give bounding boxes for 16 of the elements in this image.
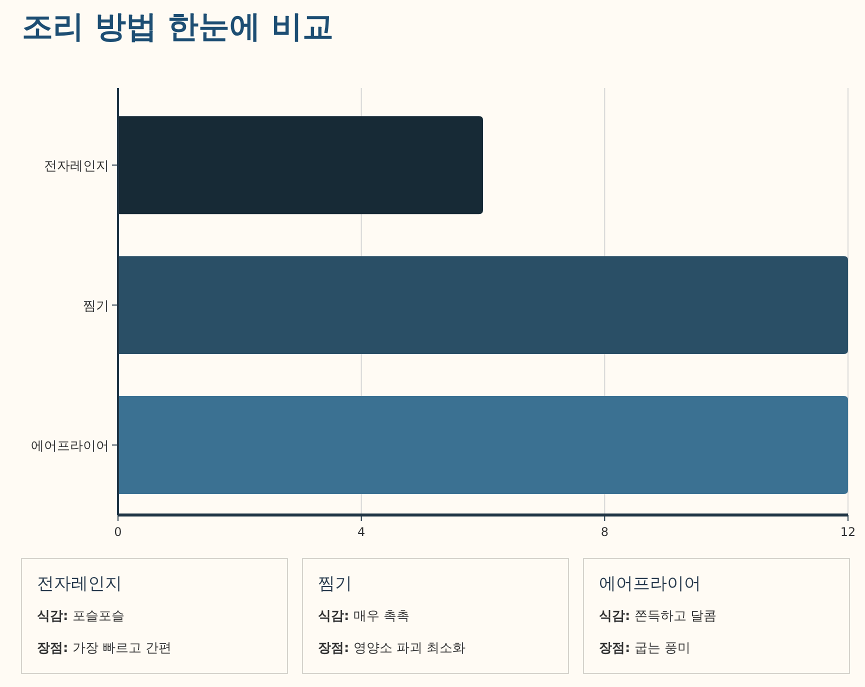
text: 식감: 쫀득하고 달콤 xyxy=(599,609,716,624)
x-tick-label: 12 xyxy=(840,525,856,539)
chart-title: 조리 방법 한눈에 비교 xyxy=(22,9,334,45)
y-tick-label: 전자레인지 xyxy=(44,159,109,174)
text: 장점: 영양소 파괴 최소화 xyxy=(318,641,466,656)
text: 식감: 매우 촉촉 xyxy=(318,609,410,624)
x-tick-label: 8 xyxy=(600,525,608,539)
x-tick-label: 0 xyxy=(114,525,122,539)
text: 에어프라이어 xyxy=(599,574,701,594)
y-tick-label: 찜기 xyxy=(83,299,109,314)
text: 장점: 굽는 풍미 xyxy=(599,641,690,656)
y-tick-label: 에어프라이어 xyxy=(31,439,109,454)
text: 식감: 포슬포슬 xyxy=(37,609,124,624)
x-tick-label: 4 xyxy=(358,525,366,539)
text: 찜기 xyxy=(318,574,352,594)
text: 장점: 가장 빠르고 간편 xyxy=(37,641,172,656)
